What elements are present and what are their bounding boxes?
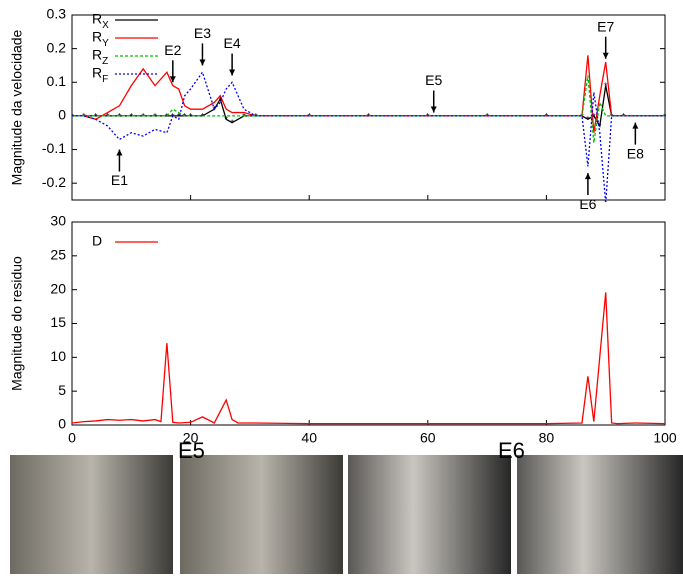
legend-subscript: Z <box>102 56 108 67</box>
y-tick-label: 30 <box>50 213 66 229</box>
annotation-label: E4 <box>224 35 241 51</box>
video-frame <box>348 455 511 574</box>
annotation-label: E6 <box>579 196 596 212</box>
legend-label: RY <box>92 29 109 49</box>
series-line <box>71 292 666 425</box>
strip-label: E6 <box>498 438 525 463</box>
legend-label: RX <box>92 11 109 31</box>
series-marker: * <box>230 118 234 128</box>
annotation-arrowhead <box>229 69 236 76</box>
x-tick-label: 60 <box>420 430 436 446</box>
series-marker: * <box>598 121 602 131</box>
plot-area <box>71 292 666 425</box>
legend-label: D <box>92 233 102 249</box>
annotation-label: E2 <box>164 42 181 58</box>
y-tick-label: 0.2 <box>47 39 67 55</box>
annotation-arrowhead <box>632 122 639 129</box>
series-marker: * <box>177 111 181 121</box>
y-tick-label: 5 <box>58 382 66 398</box>
annotation-arrowhead <box>199 59 206 66</box>
x-tick-label: 20 <box>183 430 199 446</box>
plot-frame <box>71 14 666 201</box>
annotation-label: E8 <box>627 145 644 161</box>
annotation-label: E5 <box>425 72 442 88</box>
annotation-label: E7 <box>597 18 614 34</box>
legend-subscript: F <box>102 74 108 85</box>
annotation-arrowhead <box>116 149 123 156</box>
legend-subscript: X <box>102 20 109 31</box>
x-tick-label: 80 <box>539 430 555 446</box>
x-tick-label: 0 <box>68 430 76 446</box>
y-tick-label: -0.2 <box>42 174 66 190</box>
annotation-arrowhead <box>169 76 176 83</box>
y-axis-label: Magnitude do residuo <box>9 256 25 391</box>
legend-label: RZ <box>92 47 108 67</box>
annotation-arrowhead <box>584 173 591 180</box>
video-frame <box>180 455 343 574</box>
y-tick-label: 0.3 <box>47 6 67 22</box>
y-tick-label: 25 <box>50 247 66 263</box>
series-marker: * <box>94 111 98 121</box>
series-marker: * <box>189 111 193 121</box>
y-tick-label: 15 <box>50 314 66 330</box>
video-frame <box>517 455 683 574</box>
series-line <box>72 70 665 202</box>
y-tick-label: 0 <box>58 416 66 432</box>
annotation-label: E3 <box>194 25 211 41</box>
annotation-label: E1 <box>111 172 128 188</box>
annotation-arrowhead <box>430 106 437 113</box>
x-tick-label: 100 <box>653 430 677 446</box>
annotation-arrowhead <box>602 52 609 59</box>
legend-label: RF <box>92 65 108 85</box>
series-marker: * <box>218 94 222 104</box>
series-marker: * <box>224 115 228 125</box>
y-tick-label: 20 <box>50 280 66 296</box>
video-frame <box>10 455 173 574</box>
series-line <box>72 55 665 133</box>
plot-frame <box>71 221 666 426</box>
y-tick-label: -0.1 <box>42 140 66 156</box>
series-marker: * <box>604 81 608 91</box>
series-marker: * <box>153 111 157 121</box>
x-tick-label: 40 <box>301 430 317 446</box>
strip-label: E5 <box>178 438 205 463</box>
y-tick-label: 0.1 <box>47 73 67 89</box>
y-tick-label: 0 <box>58 107 66 123</box>
series-marker: * <box>165 111 169 121</box>
plot-area: * * * * * * * * * * * * * **** ** * * * * * * * * **** * * <box>72 55 666 202</box>
y-axis-label: Magnitude da velocidade <box>9 29 25 185</box>
y-tick-label: 10 <box>50 348 66 364</box>
series-line <box>72 75 665 143</box>
series-marker: * <box>592 111 596 121</box>
series-marker: * <box>586 115 590 125</box>
series-marker: * <box>130 111 134 121</box>
legend-subscript: Y <box>102 38 109 49</box>
